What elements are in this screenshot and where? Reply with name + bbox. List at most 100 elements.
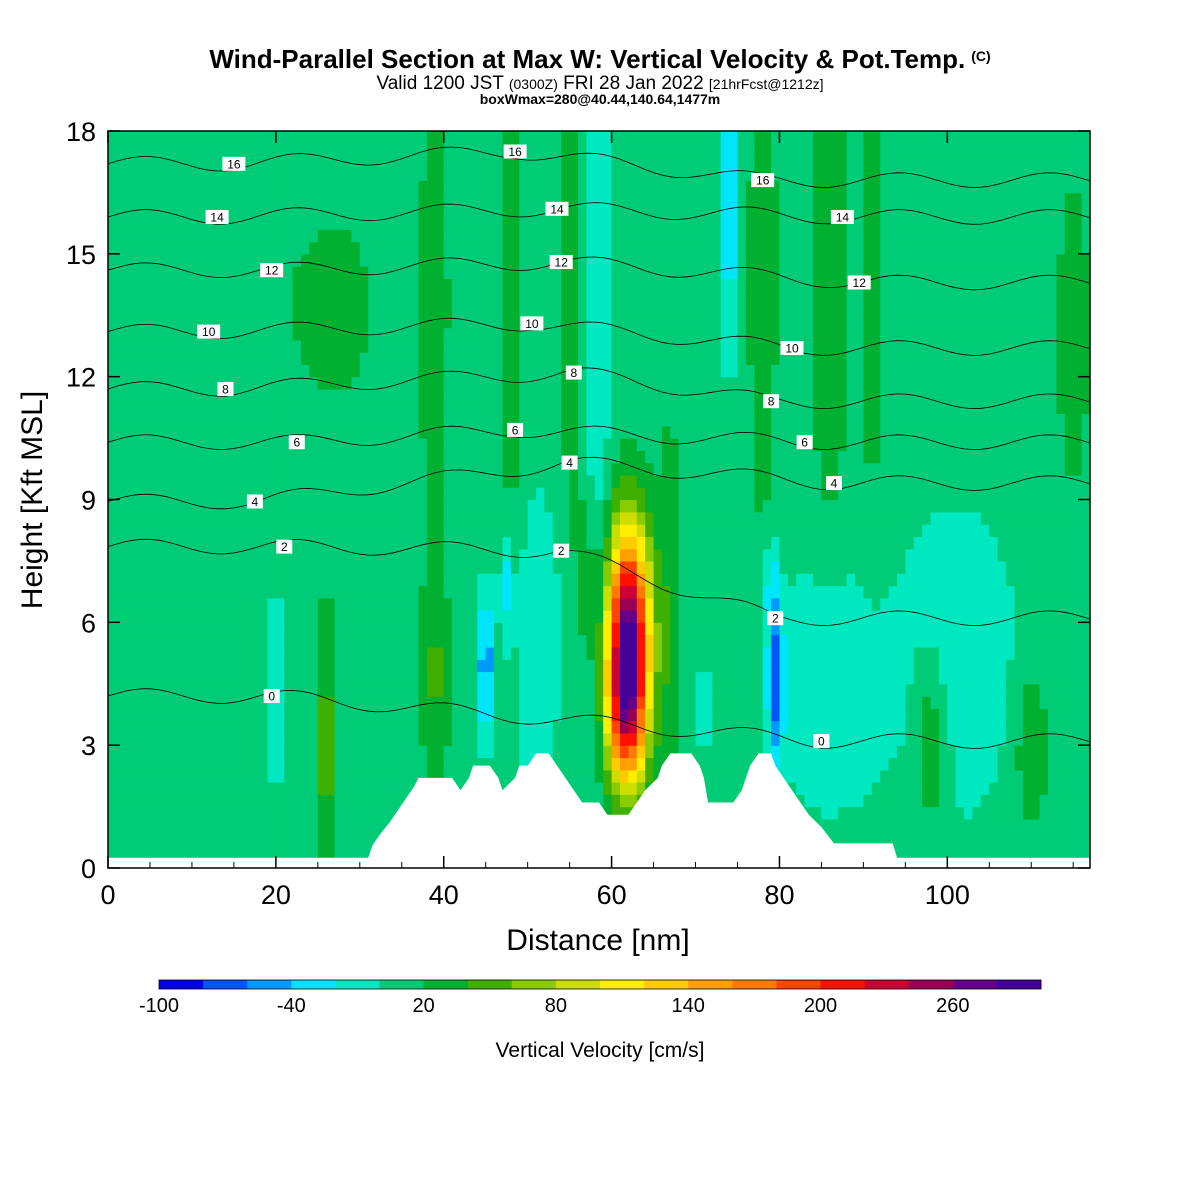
w-cell <box>678 585 688 599</box>
w-cell <box>628 646 638 660</box>
w-cell <box>661 352 671 365</box>
w-cell <box>401 757 411 771</box>
w-cell <box>175 217 185 230</box>
w-cell <box>158 352 168 365</box>
w-cell <box>695 438 705 451</box>
w-cell <box>401 732 411 746</box>
w-cell <box>150 327 159 341</box>
w-cell <box>309 315 319 329</box>
w-cell <box>116 769 126 783</box>
w-cell <box>108 769 117 783</box>
w-cell <box>729 536 739 550</box>
w-cell <box>250 192 260 206</box>
w-cell <box>620 389 629 402</box>
w-cell <box>494 708 504 722</box>
w-cell <box>628 339 638 353</box>
w-cell <box>393 757 403 771</box>
w-cell <box>569 683 579 697</box>
w-cell <box>317 548 327 562</box>
w-cell <box>787 511 797 525</box>
w-cell <box>334 708 344 722</box>
w-cell <box>393 696 403 709</box>
w-cell <box>242 352 252 365</box>
w-cell <box>603 757 613 771</box>
w-cell <box>418 155 428 169</box>
w-cell <box>477 622 487 636</box>
w-cell <box>695 364 705 378</box>
w-cell <box>108 339 117 353</box>
w-cell <box>779 671 789 685</box>
w-cell <box>301 732 310 746</box>
w-cell <box>519 290 529 304</box>
w-cell <box>695 376 705 390</box>
w-cell <box>393 622 403 636</box>
w-cell <box>586 720 596 734</box>
w-cell <box>594 131 604 144</box>
w-cell <box>485 646 495 660</box>
w-cell <box>158 634 168 648</box>
w-cell <box>687 597 697 611</box>
w-cell <box>124 364 134 378</box>
w-cell <box>552 622 562 636</box>
w-cell <box>418 585 428 599</box>
w-cell <box>292 794 302 808</box>
w-cell <box>452 487 462 501</box>
w-cell <box>796 155 806 169</box>
w-cell <box>343 339 352 353</box>
w-cell <box>410 167 420 181</box>
w-cell <box>267 339 277 353</box>
w-cell <box>116 450 126 464</box>
w-cell <box>452 241 462 255</box>
w-cell <box>435 671 445 685</box>
w-cell <box>762 585 772 599</box>
w-cell <box>368 585 378 599</box>
w-cell <box>536 524 546 537</box>
w-cell <box>418 180 428 193</box>
w-cell <box>594 708 604 722</box>
w-cell <box>687 266 697 279</box>
w-cell <box>544 560 554 574</box>
w-cell <box>368 401 378 415</box>
w-cell <box>200 450 210 464</box>
w-cell <box>636 376 646 390</box>
w-cell <box>678 659 688 673</box>
w-cell <box>309 241 319 255</box>
w-cell <box>754 450 764 464</box>
w-cell <box>653 524 663 537</box>
w-cell <box>729 339 739 353</box>
w-cell <box>124 266 134 279</box>
w-cell <box>519 204 529 218</box>
w-cell <box>133 229 143 243</box>
w-cell <box>275 241 285 255</box>
w-cell <box>191 266 201 279</box>
w-cell <box>376 524 386 537</box>
w-cell <box>670 511 680 525</box>
w-cell <box>200 303 210 316</box>
w-cell <box>636 634 646 648</box>
w-cell <box>779 413 789 427</box>
w-cell <box>259 241 269 255</box>
w-cell <box>754 671 764 685</box>
w-cell <box>418 720 428 734</box>
w-cell <box>779 462 789 476</box>
w-cell <box>628 499 638 513</box>
w-cell <box>720 192 730 206</box>
w-cell <box>460 438 470 451</box>
w-cell <box>578 548 587 562</box>
w-cell <box>284 389 294 402</box>
w-cell <box>108 524 117 537</box>
w-cell <box>418 266 428 279</box>
w-cell <box>452 696 462 709</box>
w-cell <box>468 696 478 709</box>
w-cell <box>301 389 310 402</box>
w-cell <box>477 376 487 390</box>
w-cell <box>217 339 227 353</box>
w-cell <box>645 450 655 464</box>
w-cell <box>628 560 638 574</box>
w-cell <box>225 131 235 144</box>
w-cell <box>108 511 117 525</box>
w-cell <box>695 683 705 697</box>
w-cell <box>510 597 520 611</box>
w-cell <box>771 487 781 501</box>
w-cell <box>729 131 739 144</box>
